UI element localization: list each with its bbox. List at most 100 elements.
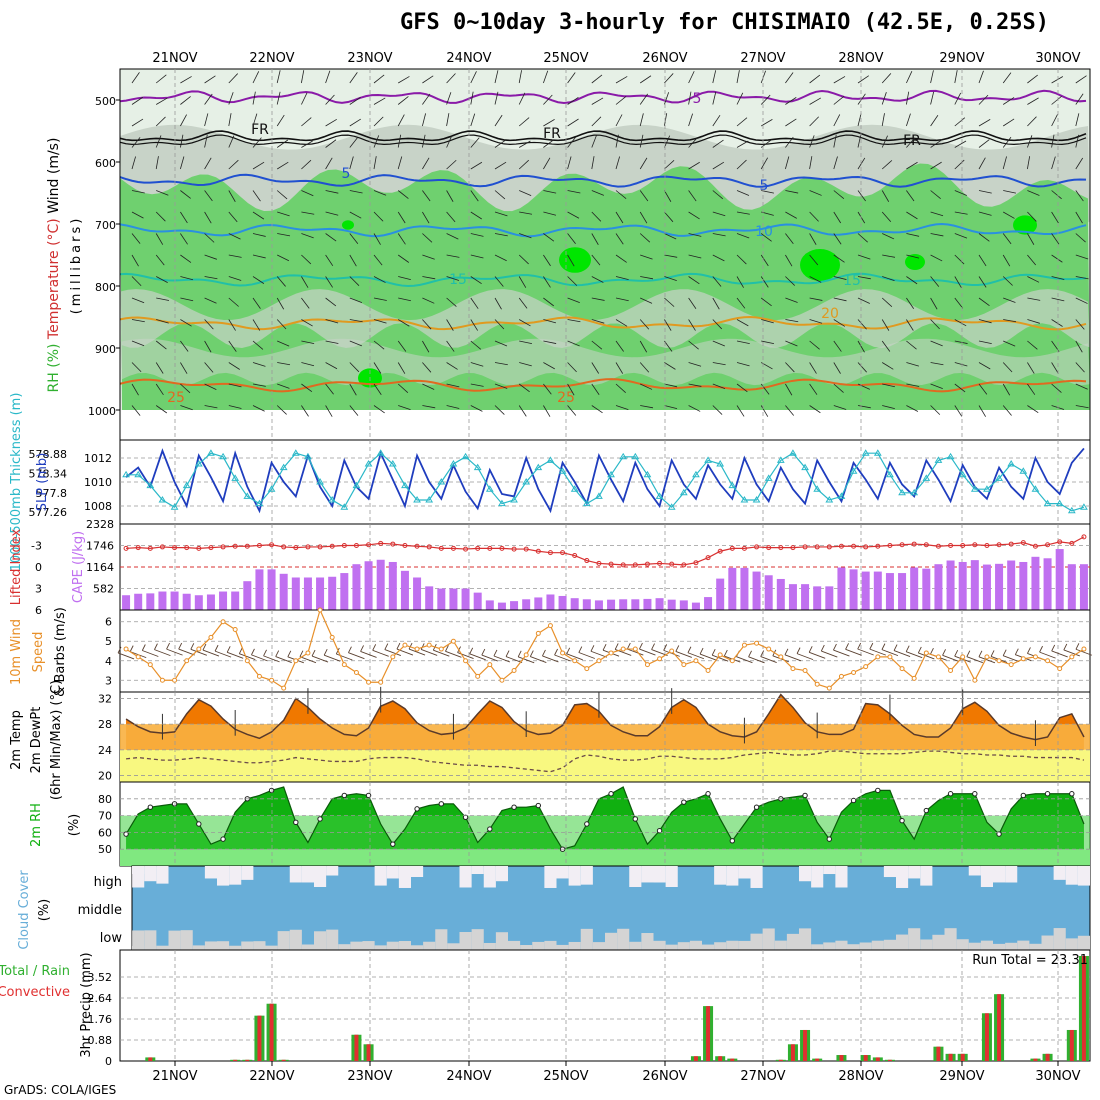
wind-barb	[1027, 74, 1038, 84]
wind-barb-flag	[845, 643, 849, 650]
wind-barb	[833, 383, 844, 393]
wind-barb	[906, 383, 920, 387]
wind-ylabel: & Barbs (m/s)	[53, 607, 68, 697]
wind-speed-marker	[293, 658, 299, 664]
wind-barb	[349, 118, 361, 127]
cape-bar	[776, 578, 785, 610]
wind-barb	[664, 319, 672, 331]
wind-barb-flag	[202, 643, 207, 651]
wind-barb	[833, 95, 845, 105]
wind-barb-10m	[833, 649, 850, 657]
wind-barb	[857, 134, 862, 148]
wind-barb	[131, 362, 142, 373]
thickness-marker	[546, 456, 555, 463]
cloud-low-cell	[568, 941, 581, 950]
cloud-low-cell	[483, 942, 496, 950]
wind-barb	[398, 297, 411, 302]
precip-convective-bar	[778, 1059, 783, 1061]
wind-barb	[543, 340, 557, 344]
wind-speed-marker	[402, 642, 408, 648]
wind-barb	[446, 190, 454, 202]
cloud-low-cell	[229, 945, 242, 950]
cloud-high-cell	[132, 866, 145, 888]
wind-barb	[833, 319, 846, 327]
wind-barb	[785, 254, 793, 267]
lifted-index-marker	[135, 545, 141, 551]
wind-barb-flag	[129, 645, 134, 652]
wind-barb	[1051, 190, 1062, 200]
cloud-low-cell	[217, 941, 230, 950]
cloud-low-cell	[156, 945, 169, 950]
cape-bar	[958, 561, 967, 610]
li-tick-label: 3	[35, 583, 42, 596]
wind-barb	[131, 211, 144, 219]
precip-convective-bar	[1033, 1058, 1038, 1061]
lifted-index-marker	[232, 543, 238, 549]
wind-barb-10m	[881, 649, 899, 657]
wind-barb	[131, 137, 141, 148]
wind-barb	[397, 190, 409, 199]
thickness-marker	[776, 456, 785, 463]
wind-barb	[228, 211, 238, 223]
wind-barb	[785, 118, 797, 127]
precip-convective-bar	[839, 1055, 844, 1061]
wind-barb	[397, 114, 405, 127]
wind-barb	[325, 297, 337, 307]
wind-barb-flag	[808, 646, 813, 653]
wind-barb	[494, 254, 507, 262]
wind-barb	[325, 118, 337, 127]
wind-barb	[615, 114, 623, 127]
thickness-marker	[158, 496, 167, 503]
cloud-high-cell	[411, 866, 424, 877]
wind-barb	[470, 297, 479, 309]
wind-barb-10m	[142, 650, 159, 657]
wind-barb	[180, 383, 191, 394]
lifted-index-marker	[305, 544, 311, 550]
rh2m-marker	[535, 802, 542, 809]
wind-barb	[930, 70, 934, 84]
wind-barb-flag	[178, 642, 183, 650]
cloud-high-cell	[835, 866, 848, 888]
wind-barb	[760, 276, 769, 288]
thickness-marker	[946, 452, 955, 460]
wind-barb-10m	[518, 656, 535, 664]
upper-ylabel-part: Temperature (°C)	[46, 214, 62, 340]
lifted-index-marker	[972, 542, 978, 548]
wind-barb	[397, 340, 407, 352]
wind-barb	[785, 233, 794, 245]
precip-tick-label: 1.76	[88, 1013, 113, 1026]
wind-speed-marker	[414, 646, 420, 652]
wind-barb	[930, 383, 943, 390]
wind-barb	[906, 161, 918, 170]
pressure-tick-label: 900	[95, 343, 116, 356]
thickness-marker	[813, 485, 822, 492]
lifted-index-marker	[960, 543, 966, 548]
wind-barb	[470, 276, 482, 285]
cloud-high-cell	[495, 866, 508, 882]
lifted-index-marker	[402, 543, 408, 548]
wind-barb	[301, 92, 308, 105]
wind-barb	[494, 190, 506, 200]
rh-saturated-spot	[905, 254, 925, 270]
wind-barb-flag	[942, 649, 946, 656]
wind-barb	[615, 405, 629, 410]
day-label-bottom: 28NOV	[838, 1069, 883, 1084]
wind-barb	[978, 297, 990, 307]
day-label-top: 27NOV	[740, 51, 785, 66]
temp-tick-label: 20	[98, 770, 112, 783]
wind-barb	[446, 159, 457, 170]
wind-barb-flag	[614, 643, 619, 650]
wind-barb	[252, 319, 261, 331]
cape-bar	[691, 602, 700, 610]
rh2m-marker	[729, 838, 736, 844]
wind-barb	[809, 297, 823, 301]
wind-speed-marker	[596, 658, 602, 664]
wind-barb-flag	[1075, 643, 1080, 650]
wind-barb	[252, 190, 261, 202]
thickness-marker	[1019, 467, 1028, 474]
cloud-high-cell	[908, 866, 921, 879]
cape-bar	[922, 568, 931, 610]
wind-barb-flag	[1027, 647, 1031, 654]
wind-barb-flag	[1063, 643, 1068, 651]
wind-barb	[519, 340, 533, 345]
